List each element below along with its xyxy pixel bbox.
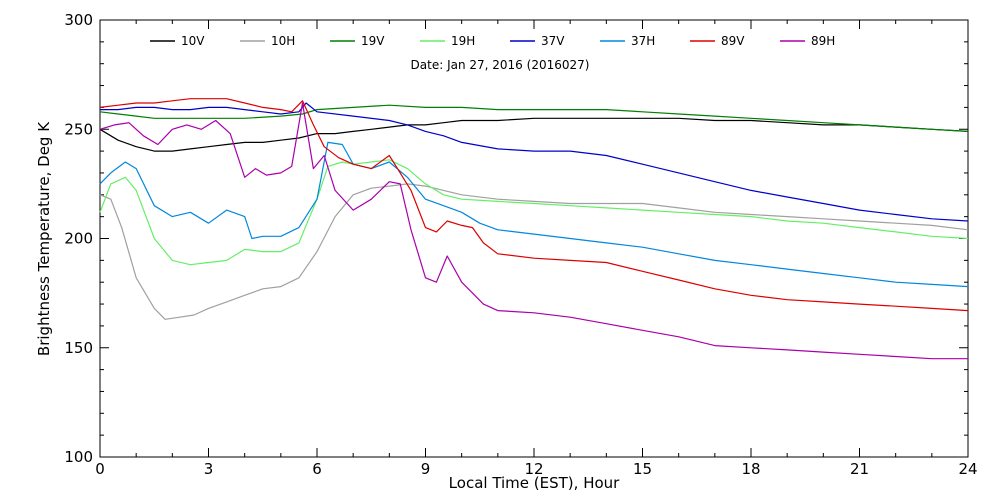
legend-label-89h: 89H	[811, 34, 835, 48]
legend-label-10h: 10H	[271, 34, 295, 48]
legend-label-10v: 10V	[181, 34, 205, 48]
series-line-19h	[99, 159, 969, 266]
x-tick-label: 21	[850, 460, 869, 478]
x-tick-label: 3	[204, 460, 214, 478]
x-axis-title: Local Time (EST), Hour	[449, 474, 620, 492]
x-tick-label: 9	[421, 460, 431, 478]
x-tick-label: 18	[741, 460, 760, 478]
series-line-37h	[99, 141, 969, 288]
plot-series	[99, 98, 969, 360]
date-annotation: Date: Jan 27, 2016 (2016027)	[411, 58, 590, 72]
y-axis-title: Brightness Temperature, Deg K	[35, 121, 53, 356]
legend-label-19h: 19H	[451, 34, 475, 48]
series-line-89v	[99, 98, 969, 312]
y-tick-label: 200	[64, 230, 93, 248]
y-tick-label: 150	[64, 339, 93, 357]
y-tick-label: 100	[64, 448, 93, 466]
legend-label-37v: 37V	[541, 34, 565, 48]
series-line-89h	[99, 102, 968, 360]
legend-label-19v: 19V	[361, 34, 385, 48]
x-tick-label: 12	[524, 460, 543, 478]
y-tick-label: 300	[64, 11, 93, 29]
legend: 10V 10H 19V 19H 37V 37H 89V 89H	[150, 34, 835, 48]
x-tick-label: 15	[633, 460, 652, 478]
x-tick-label: 0	[95, 460, 105, 478]
series-line-10h	[99, 183, 969, 320]
axes: 0 3 6 9 12 15 18 21 24 100 150 200 250 300	[64, 11, 977, 478]
x-tick-label: 6	[312, 460, 322, 478]
series-line-37v	[100, 102, 969, 222]
legend-label-37h: 37H	[631, 34, 655, 48]
series-line-19v	[99, 104, 969, 132]
x-tick-label: 24	[958, 460, 977, 478]
y-tick-label: 250	[64, 120, 93, 138]
legend-label-89v: 89V	[721, 34, 745, 48]
